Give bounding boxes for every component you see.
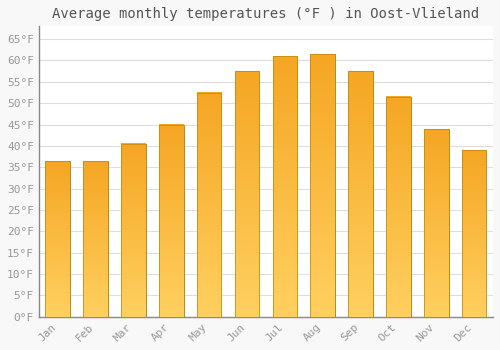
Bar: [46, 161, 70, 317]
Bar: [386, 97, 410, 317]
Bar: [121, 144, 146, 317]
Bar: [348, 71, 373, 317]
Bar: [272, 56, 297, 317]
Bar: [46, 161, 70, 317]
Bar: [386, 97, 410, 317]
Bar: [234, 71, 260, 317]
Bar: [348, 71, 373, 317]
Bar: [424, 129, 448, 317]
Bar: [84, 161, 108, 317]
Bar: [84, 161, 108, 317]
Bar: [159, 125, 184, 317]
Bar: [234, 71, 260, 317]
Bar: [310, 54, 335, 317]
Bar: [462, 150, 486, 317]
Title: Average monthly temperatures (°F ) in Oost-Vlieland: Average monthly temperatures (°F ) in Oo…: [52, 7, 480, 21]
Bar: [424, 129, 448, 317]
Bar: [272, 56, 297, 317]
Bar: [197, 92, 222, 317]
Bar: [121, 144, 146, 317]
Bar: [462, 150, 486, 317]
Bar: [197, 92, 222, 317]
Bar: [310, 54, 335, 317]
Bar: [159, 125, 184, 317]
